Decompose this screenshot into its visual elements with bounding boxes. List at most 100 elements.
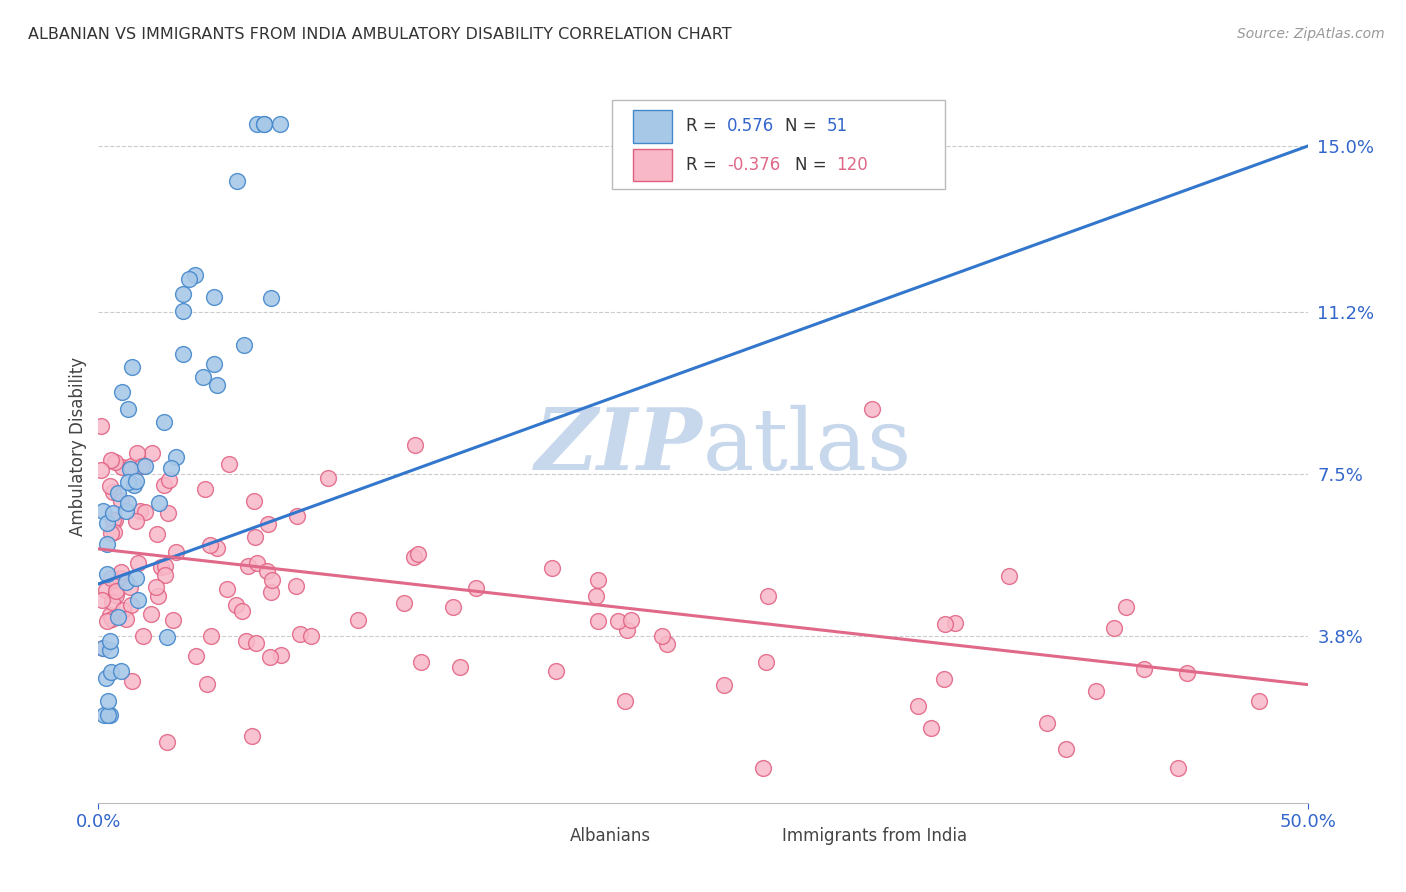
Point — [96, 566, 118, 581]
Point — [98, 708, 121, 723]
Point — [997, 569, 1019, 583]
Point — [585, 589, 607, 603]
Point — [934, 672, 956, 686]
Point — [613, 694, 636, 708]
Point — [205, 377, 228, 392]
Point — [90, 419, 112, 434]
Point — [156, 506, 179, 520]
Y-axis label: Ambulatory Disability: Ambulatory Disability — [69, 357, 87, 535]
Point — [121, 673, 143, 688]
Text: R =: R = — [686, 118, 723, 136]
Point — [225, 599, 247, 613]
Point — [98, 479, 121, 493]
Point — [253, 117, 276, 131]
Point — [752, 761, 775, 775]
Point — [179, 272, 201, 286]
Point — [540, 561, 562, 575]
Point — [184, 268, 207, 283]
Point — [96, 615, 118, 629]
Point — [758, 589, 780, 603]
Text: N =: N = — [785, 118, 823, 136]
FancyBboxPatch shape — [740, 822, 773, 849]
Point — [288, 626, 311, 640]
Point — [202, 357, 225, 371]
Point — [98, 643, 121, 657]
Point — [122, 478, 145, 492]
Point — [110, 565, 132, 579]
Point — [98, 634, 121, 648]
Point — [607, 614, 630, 628]
Point — [172, 304, 194, 318]
Point — [299, 629, 322, 643]
Point — [256, 564, 278, 578]
Point — [464, 581, 486, 595]
Point — [117, 402, 139, 417]
Point — [134, 505, 156, 519]
FancyBboxPatch shape — [613, 100, 945, 189]
Point — [616, 623, 638, 637]
Point — [115, 504, 138, 518]
Point — [588, 573, 610, 587]
Point — [149, 560, 172, 574]
Text: atlas: atlas — [703, 404, 912, 488]
Point — [148, 496, 170, 510]
Point — [588, 614, 610, 628]
Point — [115, 574, 138, 589]
Point — [657, 637, 679, 651]
Text: R =: R = — [686, 156, 723, 174]
Point — [285, 579, 308, 593]
Point — [1054, 742, 1077, 756]
Point — [1102, 621, 1125, 635]
Point — [155, 567, 177, 582]
Point — [195, 676, 218, 690]
FancyBboxPatch shape — [633, 149, 672, 181]
Point — [245, 636, 267, 650]
Point — [145, 580, 167, 594]
Point — [943, 615, 966, 630]
Point — [125, 474, 148, 488]
Point — [110, 494, 132, 508]
Point — [157, 473, 180, 487]
Point — [104, 588, 127, 602]
Point — [193, 369, 215, 384]
Point — [256, 516, 278, 531]
Point — [259, 650, 281, 665]
Text: Source: ZipAtlas.com: Source: ZipAtlas.com — [1237, 27, 1385, 41]
Point — [1085, 683, 1108, 698]
Point — [242, 494, 264, 508]
FancyBboxPatch shape — [633, 111, 672, 143]
Point — [105, 583, 128, 598]
Point — [100, 665, 122, 679]
Point — [120, 580, 142, 594]
Point — [1132, 662, 1154, 676]
Point — [260, 291, 283, 305]
Point — [103, 484, 125, 499]
Point — [91, 641, 114, 656]
Point — [97, 694, 120, 708]
Text: ALBANIAN VS IMMIGRANTS FROM INDIA AMBULATORY DISABILITY CORRELATION CHART: ALBANIAN VS IMMIGRANTS FROM INDIA AMBULA… — [28, 27, 731, 42]
Point — [270, 648, 292, 663]
Text: -0.376: -0.376 — [727, 156, 780, 174]
Point — [153, 415, 176, 429]
Point — [253, 117, 276, 131]
Point — [404, 438, 426, 452]
Point — [411, 655, 433, 669]
Point — [103, 524, 125, 539]
Point — [134, 459, 156, 474]
Point — [318, 471, 340, 485]
Point — [200, 629, 222, 643]
Point — [262, 574, 284, 588]
Point — [285, 508, 308, 523]
Point — [162, 613, 184, 627]
Point — [114, 612, 136, 626]
Point — [934, 617, 956, 632]
Point — [120, 458, 142, 473]
Point — [198, 538, 221, 552]
Point — [117, 496, 139, 510]
Point — [1167, 761, 1189, 775]
Point — [101, 612, 124, 626]
Point — [131, 629, 153, 643]
Point — [111, 385, 134, 400]
Point — [860, 401, 883, 416]
Point — [392, 596, 415, 610]
